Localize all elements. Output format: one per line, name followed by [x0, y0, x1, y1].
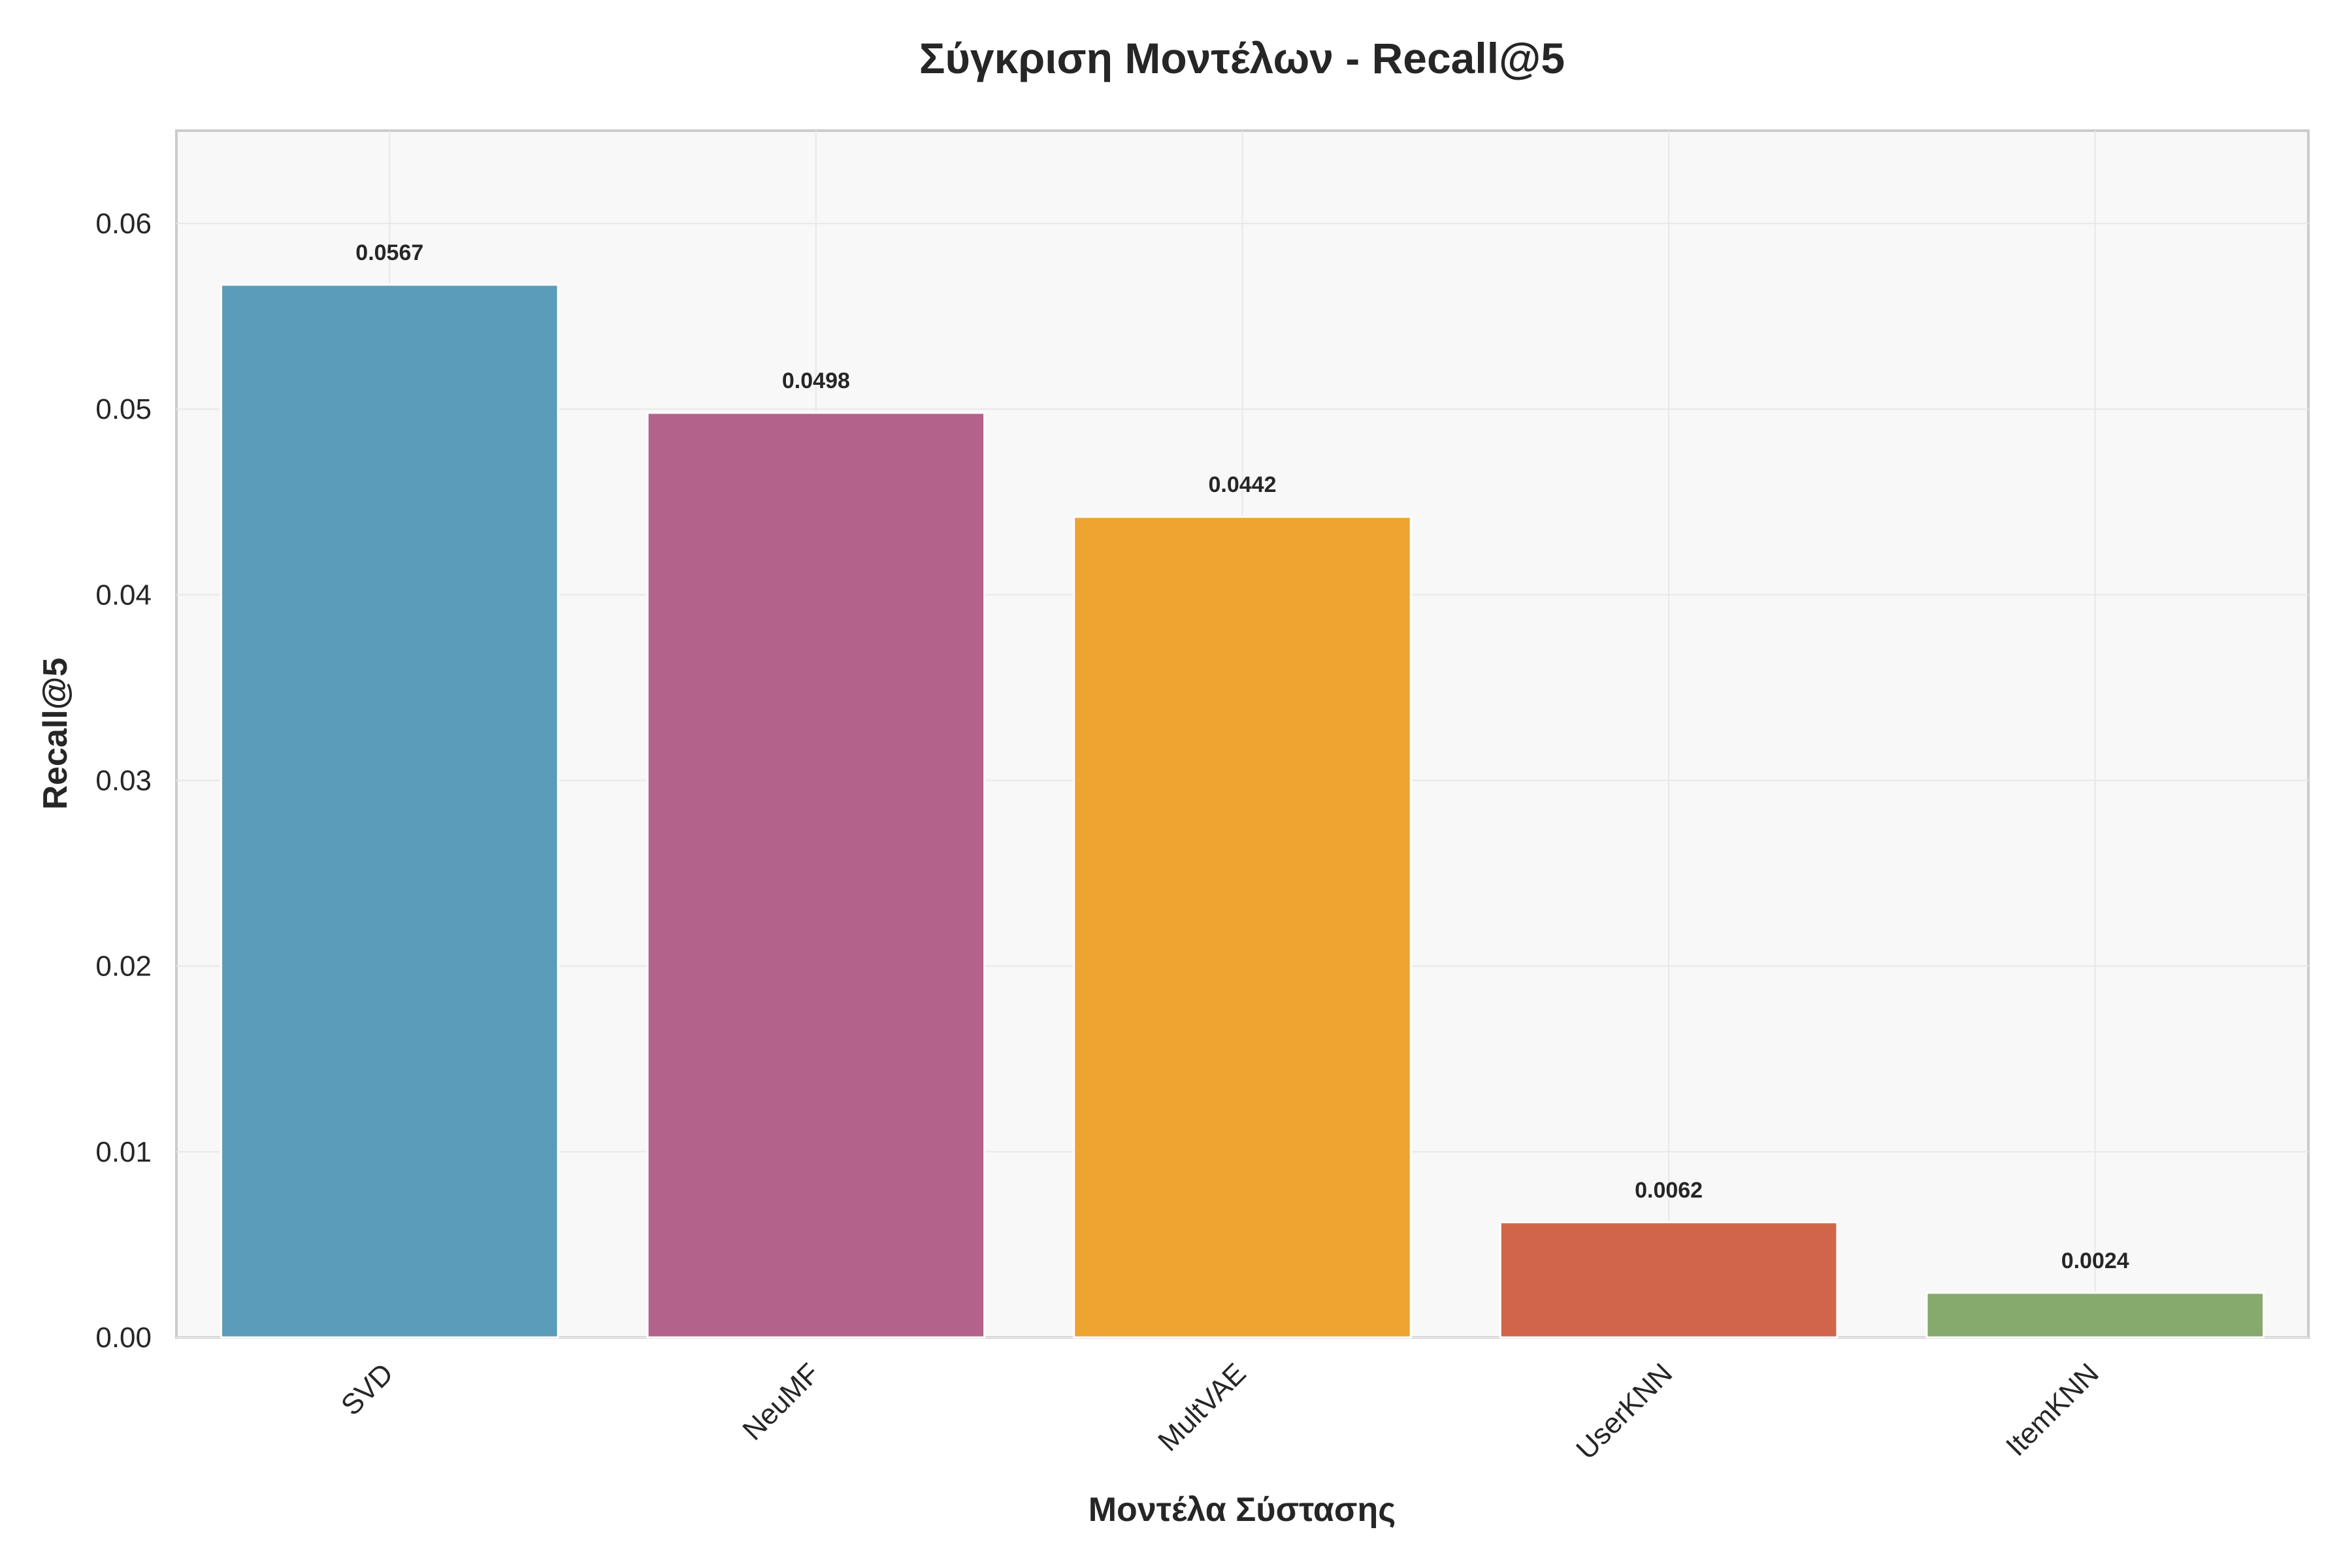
data-label-neumf: 0.0498 — [782, 368, 850, 393]
bars — [220, 284, 2265, 1339]
bar-multvae — [1073, 515, 1412, 1339]
data-label-svd: 0.0567 — [355, 240, 423, 265]
bar-itemknn — [1925, 1292, 2265, 1339]
y-tick-label: 0.01 — [95, 1136, 152, 1168]
data-labels: 0.0567 0.0498 0.0442 0.0062 0.0024 — [355, 240, 2129, 1273]
y-tick-label: 0.03 — [95, 765, 152, 797]
bar-userknn — [1499, 1221, 1839, 1339]
y-axis-label: Recall@5 — [37, 658, 74, 810]
y-tick-label: 0.06 — [95, 208, 152, 240]
y-tick-label: 0.00 — [95, 1322, 152, 1354]
y-tick-label: 0.05 — [95, 393, 152, 425]
chart-title: Σύγκριση Μοντέλων - Recall@5 — [919, 34, 1565, 82]
data-label-multvae: 0.0442 — [1209, 472, 1277, 497]
y-axis-ticks: 0.00 0.01 0.02 0.03 0.04 0.05 0.06 — [95, 208, 152, 1354]
bar-svd — [220, 284, 559, 1339]
y-tick-label: 0.04 — [95, 579, 152, 611]
y-tick-label: 0.02 — [95, 951, 152, 983]
data-label-userknn: 0.0062 — [1635, 1178, 1703, 1203]
x-axis-label: Μοντέλα Σύστασης — [1089, 1491, 1396, 1529]
bar-neumf — [646, 412, 986, 1339]
data-label-itemknn: 0.0024 — [2061, 1249, 2129, 1273]
